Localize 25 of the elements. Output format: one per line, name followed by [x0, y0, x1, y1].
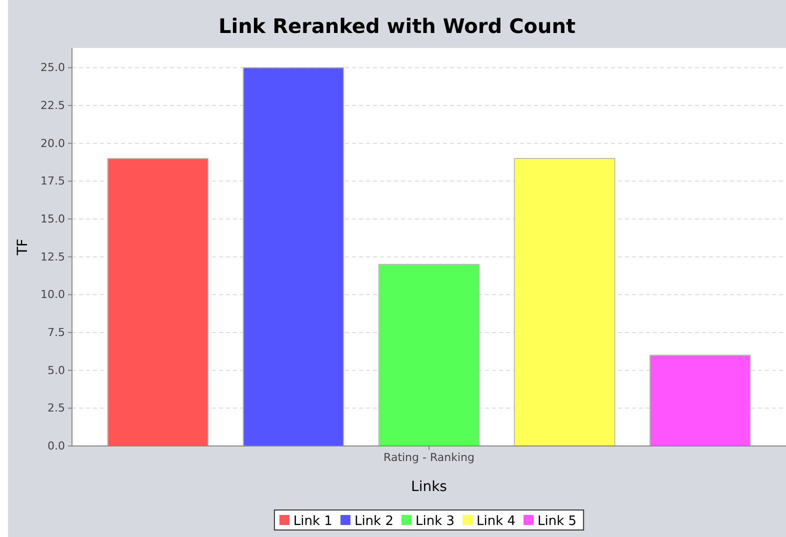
y-tick-label: 2.5: [48, 402, 65, 415]
y-tick-label: 20.0: [40, 136, 65, 150]
legend-label: Link 2: [354, 514, 394, 529]
y-tick-label: 10.0: [40, 288, 65, 302]
legend-label: Link 1: [293, 514, 332, 529]
x-tick-label: Rating - Ranking: [384, 450, 474, 464]
legend-label: Link 4: [476, 514, 516, 529]
legend-label: Link 5: [538, 514, 577, 529]
y-tick-label: 12.5: [40, 250, 65, 264]
x-axis-title: Links: [411, 479, 447, 495]
y-tick-label: 0.0: [48, 440, 65, 453]
y-axis-title: TF: [15, 238, 31, 256]
y-tick-label: 22.5: [40, 99, 65, 112]
y-tick-label: 15.0: [40, 212, 65, 226]
y-tick-label: 17.5: [40, 174, 65, 188]
bar: [242, 67, 344, 446]
y-tick-label: 25.0: [40, 61, 65, 74]
bar: [649, 354, 751, 446]
chart-title: Link Reranked with Word Count: [218, 14, 576, 38]
bar: [378, 264, 480, 446]
legend-label: Link 3: [415, 514, 455, 529]
y-tick-label: 7.5: [48, 326, 65, 340]
y-tick-label: 5.0: [48, 364, 65, 377]
bar: [514, 158, 616, 446]
bar: [107, 158, 209, 446]
